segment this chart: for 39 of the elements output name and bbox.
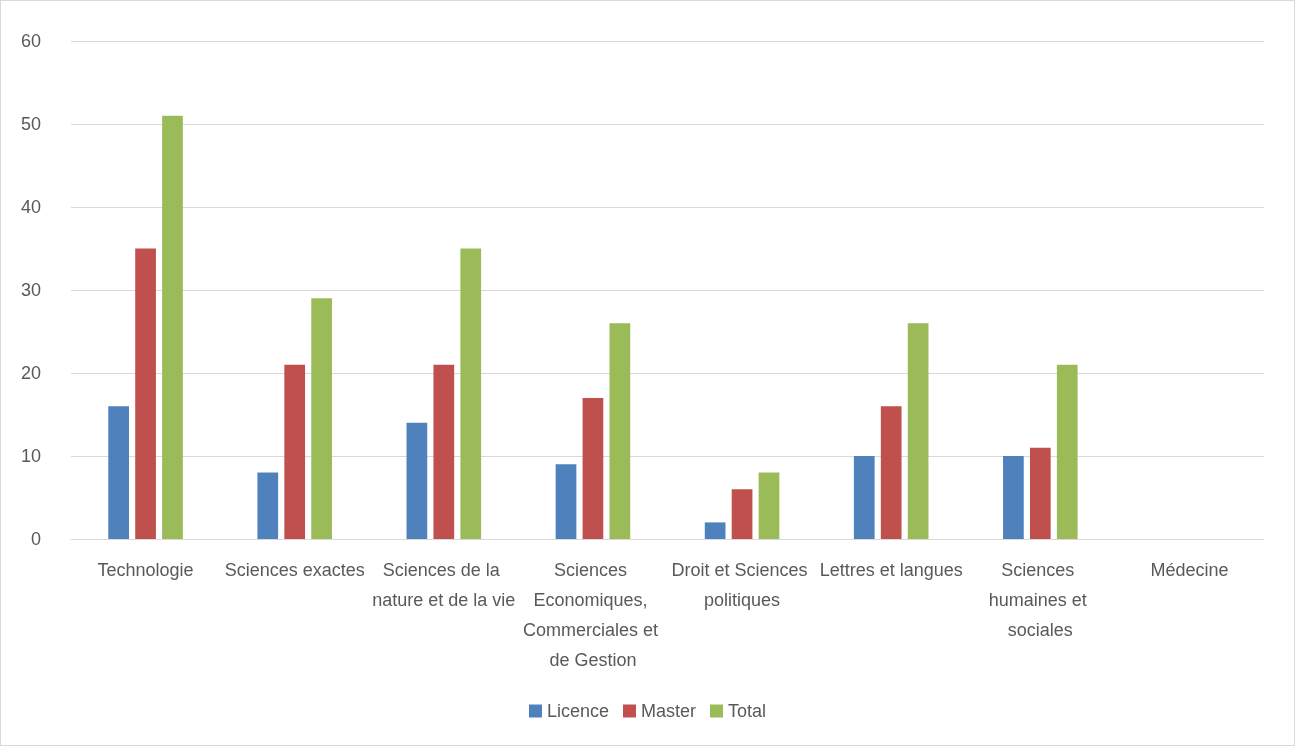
bar <box>433 364 455 539</box>
legend-label: Master <box>641 701 697 721</box>
y-tick-label: 40 <box>20 197 41 217</box>
x-tick-label: Sciences de la nature et de la vie <box>372 560 516 610</box>
y-tick-label: 20 <box>20 363 41 383</box>
bar <box>460 248 482 539</box>
bar <box>162 115 183 539</box>
bar <box>135 248 156 539</box>
x-tick-label: Sciences exactes <box>224 560 365 580</box>
y-tick-label: 60 <box>20 31 41 51</box>
x-tick-label: Droit et Sciences politiques <box>671 560 813 610</box>
bar <box>284 364 306 539</box>
bar <box>1003 456 1024 539</box>
y-tick-label: 10 <box>20 446 41 466</box>
y-tick-label: 30 <box>20 280 41 300</box>
bar <box>731 489 753 539</box>
bar <box>880 406 902 539</box>
y-tick-label: 0 <box>30 529 41 549</box>
bar <box>758 472 780 539</box>
bar <box>907 323 929 539</box>
x-tick-label: Sciences Economiques, Commerciales et de Gestion <box>522 560 663 670</box>
bar <box>257 472 279 539</box>
bar <box>406 422 428 539</box>
bar <box>704 522 726 539</box>
x-tick-label: Technologie <box>97 560 194 580</box>
bar <box>555 464 577 539</box>
legend-label: Licence <box>546 701 610 721</box>
legend-label: Total <box>728 701 767 721</box>
bar <box>311 298 332 539</box>
y-tick-label: 50 <box>20 114 41 134</box>
bar <box>1056 364 1078 539</box>
bar <box>609 323 631 539</box>
x-tick-label: Lettres et langues <box>819 560 963 580</box>
bar <box>582 397 604 539</box>
bar <box>853 456 875 539</box>
x-tick-label: Sciences humaines et sociales <box>988 560 1092 640</box>
x-tick-label: Médecine <box>1150 560 1229 580</box>
bar <box>108 406 129 539</box>
bar <box>1029 447 1051 539</box>
